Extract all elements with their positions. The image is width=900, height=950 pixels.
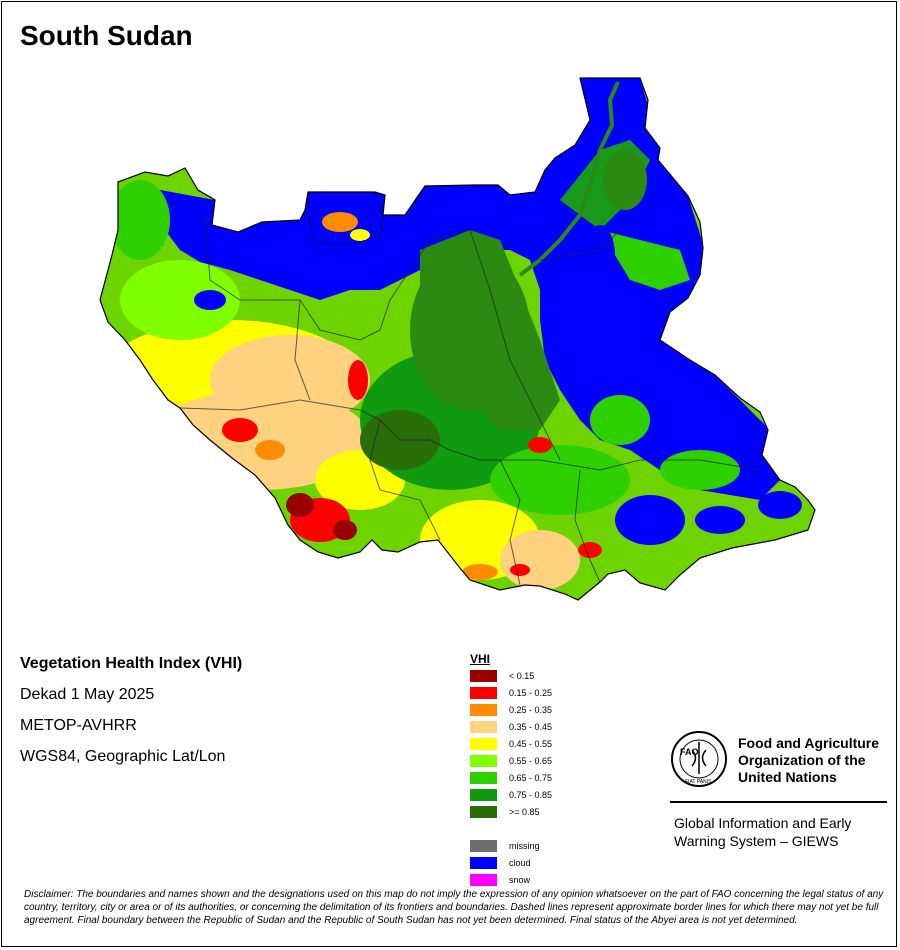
index-name: Vegetation Health Index (VHI) — [20, 655, 243, 672]
legend-swatch — [470, 857, 497, 869]
legend-label: 0.15 - 0.25 — [509, 688, 553, 698]
legend-label: 0.35 - 0.45 — [509, 722, 553, 732]
legend-label: 0.65 - 0.75 — [509, 773, 553, 783]
legend-item: >= 0.85 — [470, 804, 540, 821]
legend-swatch — [470, 840, 497, 852]
org-name-line: Food and Agriculture — [738, 735, 880, 751]
org-name: Food and Agriculture Organization of the… — [738, 735, 888, 786]
legend-item: cloud — [470, 855, 531, 872]
legend-item: 0.75 - 0.85 — [470, 787, 552, 804]
disclaimer: Disclaimer: The boundaries and names sho… — [24, 889, 884, 926]
legend-swatch — [470, 772, 497, 784]
legend-classes: < 0.15 0.15 - 0.25 0.25 - 0.35 0.35 - 0.45 0… — [470, 668, 552, 821]
legend-label: 0.25 - 0.35 — [509, 705, 553, 715]
legend-swatch — [470, 755, 497, 767]
legend-item: 0.25 - 0.35 — [470, 702, 552, 719]
giews-line: Global Information and Early — [674, 815, 852, 831]
fao-logo-icon: FAO FIAT PANIS — [671, 731, 727, 787]
map-info: Vegetation Health Index (VHI) Dekad 1 Ma… — [20, 656, 242, 780]
logo-letter-f: FAO — [680, 747, 699, 757]
legend-swatch — [470, 687, 497, 699]
legend-item: missing — [470, 838, 540, 855]
dekad-date: Dekad 1 May 2025 — [20, 686, 155, 703]
legend-item: 0.65 - 0.75 — [470, 770, 552, 787]
legend-item: < 0.15 — [470, 668, 534, 685]
legend-item: 0.45 - 0.55 — [470, 736, 552, 753]
legend-swatch — [470, 704, 497, 716]
legend-label: cloud — [509, 858, 531, 868]
giews-line: Warning System – GIEWS — [674, 833, 839, 849]
legend-label: 0.55 - 0.65 — [509, 756, 553, 766]
legend-label: 0.75 - 0.85 — [509, 790, 553, 800]
legend-swatch — [470, 721, 497, 733]
org-divider — [670, 801, 887, 803]
legend-swatch — [470, 874, 497, 886]
legend-swatch — [470, 738, 497, 750]
sensor-name: METOP-AVHRR — [20, 717, 137, 734]
legend-item: 0.35 - 0.45 — [470, 719, 552, 736]
legend-item: 0.55 - 0.65 — [470, 753, 552, 770]
legend-label: >= 0.85 — [509, 807, 540, 817]
legend-swatch — [470, 806, 497, 818]
vhi-legend: VHI < 0.15 0.15 - 0.25 0.25 - 0.35 0.35 - 0… — [470, 652, 552, 889]
legend-item: 0.15 - 0.25 — [470, 685, 552, 702]
projection: WGS84, Geographic Lat/Lon — [20, 748, 226, 765]
legend-label: missing — [509, 841, 540, 851]
giews-name: Global Information and Early Warning Sys… — [674, 814, 884, 850]
map-title: South Sudan — [20, 20, 193, 51]
legend-label: snow — [509, 875, 531, 885]
legend-extra: missing cloud snow — [470, 838, 540, 889]
legend-label: < 0.15 — [509, 671, 535, 681]
vhi-map — [99, 77, 816, 601]
legend-title: VHI — [470, 652, 491, 666]
org-name-line: United Nations — [738, 769, 837, 785]
legend-label: 0.45 - 0.55 — [509, 739, 553, 749]
org-name-line: Organization of the — [738, 752, 866, 768]
legend-swatch — [470, 789, 497, 801]
logo-motto: FIAT PANIS — [685, 779, 712, 785]
legend-item: snow — [470, 872, 530, 889]
legend-swatch — [470, 670, 497, 682]
